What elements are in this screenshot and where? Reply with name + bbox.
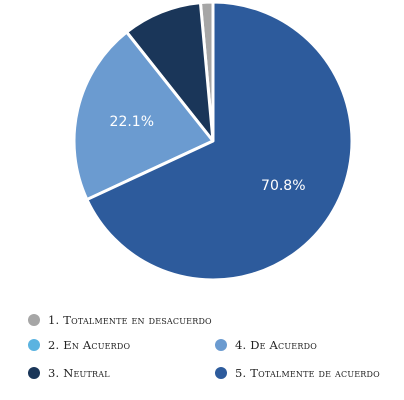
legend-item-totalmente-de-acuerdo: 5. Totalmente de acuerdo <box>215 364 380 382</box>
legend-item-neutral: 3. Neutral <box>28 364 110 382</box>
legend-label: 4. De Acuerdo <box>235 338 317 352</box>
pie-slices <box>72 0 354 282</box>
pie-data-labels: 22.1% 70.8% <box>110 114 306 194</box>
legend-color-dot <box>28 314 40 326</box>
legend-color-dot <box>28 367 40 379</box>
legend-label: 1. Totalmente en desacuerdo <box>48 313 212 327</box>
legend-item-de-acuerdo: 4. De Acuerdo <box>215 336 317 354</box>
legend-color-dot <box>215 367 227 379</box>
data-label-4: 22.1% <box>110 114 154 130</box>
pie-slice-5 <box>85 0 354 282</box>
pie-chart: 22.1% 70.8% <box>72 0 354 282</box>
data-label-5: 70.8% <box>261 178 305 194</box>
pie-slice-3 <box>125 1 215 143</box>
pie-slice-4 <box>72 30 215 202</box>
legend-label: 2. En Acuerdo <box>48 338 131 352</box>
legend-item-totalmente-en-desacuerdo: 1. Totalmente en desacuerdo <box>28 311 212 329</box>
legend-label: 5. Totalmente de acuerdo <box>235 366 380 380</box>
legend-label: 3. Neutral <box>48 366 110 380</box>
legend-color-dot <box>215 339 227 351</box>
legend-item-en-acuerdo: 2. En Acuerdo <box>28 336 130 354</box>
legend-color-dot <box>28 339 40 351</box>
